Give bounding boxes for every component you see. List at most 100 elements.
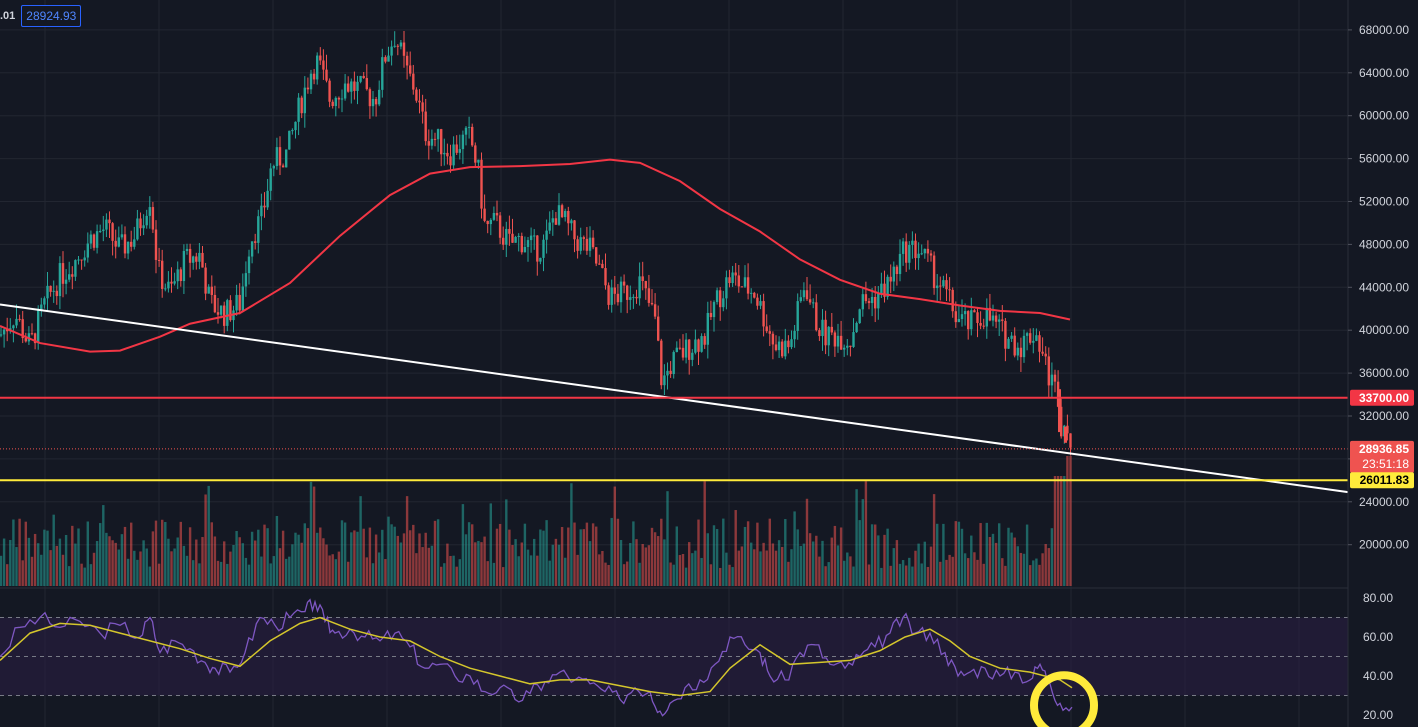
volume-bar [117, 549, 120, 586]
volume-bar [74, 543, 77, 586]
candle-body [449, 156, 452, 166]
candle-body [836, 335, 840, 347]
volume-bar [663, 539, 666, 586]
volume-bar [973, 552, 976, 586]
candle-body [852, 332, 855, 347]
candle-body [1060, 406, 1063, 437]
volume-bar [759, 551, 762, 586]
candle-body [291, 130, 294, 132]
volume-bar [188, 527, 192, 586]
volume-bar [396, 535, 399, 586]
volume-bar [892, 548, 895, 586]
volume-bar [790, 549, 793, 586]
candle-body [114, 240, 117, 247]
price-badge[interactable]: 28924.93 [21, 5, 82, 27]
candle-body [216, 312, 220, 315]
last-price-text: 28936.85 [1359, 442, 1409, 456]
candle-body [424, 111, 427, 142]
volume-bar [179, 521, 182, 586]
volume-bar [539, 529, 542, 586]
volume-bar [157, 563, 161, 586]
candle-body [213, 294, 217, 313]
volume-bar [511, 545, 514, 586]
candle-body [920, 253, 923, 255]
volume-bar [83, 567, 86, 586]
volume-bar [598, 554, 601, 586]
volume-bar [706, 533, 709, 586]
volume-bar [523, 523, 527, 586]
volume-bar [92, 552, 96, 586]
candle-body [440, 129, 443, 155]
volume-bar [427, 547, 430, 586]
candle-body [1064, 426, 1067, 443]
volume-bar [653, 532, 657, 586]
volume-bar [154, 520, 158, 586]
rsi-axis[interactable]: 80.00 60.00 40.00 20.00 [1363, 591, 1393, 722]
candle-body [740, 286, 744, 288]
volume-bar [164, 521, 167, 586]
candle-body [387, 55, 390, 62]
candle-body [979, 322, 982, 326]
volume-bar [750, 542, 753, 586]
volume-bar [492, 562, 496, 586]
volume-bar [266, 528, 269, 586]
volume-bar [260, 556, 263, 586]
volume-bar [917, 543, 920, 586]
candle-body [942, 280, 945, 287]
volume-bar [731, 567, 734, 586]
volume-bar [1013, 537, 1016, 586]
candle-body [1022, 335, 1026, 358]
candle-body [471, 126, 474, 146]
candle-body [350, 81, 353, 92]
candle-body [985, 307, 988, 327]
volume-bar [130, 522, 133, 586]
price-tick-label: 32000.00 [1359, 409, 1409, 423]
candle-body [179, 269, 182, 282]
candle-body [210, 286, 213, 295]
last-price-label: 28936.85 23:51:18 [1350, 440, 1414, 473]
volume-bar [80, 563, 83, 586]
candle-body [464, 127, 468, 135]
candle-body [0, 334, 3, 336]
volume-bar [867, 564, 871, 586]
volume-bar [409, 530, 412, 586]
candle-body [874, 296, 877, 309]
volume-bar [458, 559, 461, 586]
volume-bar [898, 563, 902, 586]
candle-body [502, 237, 505, 245]
candle-body [638, 276, 641, 299]
candle-body [750, 292, 753, 294]
top-left-legend: .01 28924.93 [0, 5, 82, 27]
candle-body [1047, 356, 1050, 386]
volume-bar [151, 531, 155, 586]
candle-body [390, 46, 393, 56]
volume-bar [89, 564, 93, 586]
volume-bar [195, 539, 198, 586]
volume-bar [1029, 565, 1032, 586]
volume-bar [1022, 553, 1026, 586]
candle-body [15, 318, 18, 326]
volume-bar [95, 541, 99, 586]
volume-bar [1069, 456, 1072, 586]
volume-bar [691, 553, 694, 586]
volume-bar [874, 524, 877, 586]
volume-bar [920, 563, 923, 586]
candle-body [954, 311, 957, 323]
volume-bar [365, 557, 368, 586]
volume-bar [198, 563, 201, 586]
candle-body [89, 234, 93, 244]
candle-body [477, 159, 480, 163]
candle-body [641, 276, 644, 282]
volume-bar [204, 494, 207, 586]
volume-bar [319, 527, 322, 586]
candle-body [988, 307, 992, 321]
candle-body [86, 243, 89, 258]
volume-bar [136, 559, 139, 586]
candle-body [99, 230, 102, 232]
volume-bar [526, 549, 530, 586]
candle-body [95, 231, 99, 248]
candle-body [229, 300, 232, 321]
candle-body [170, 281, 173, 284]
volume-bar [381, 529, 384, 586]
